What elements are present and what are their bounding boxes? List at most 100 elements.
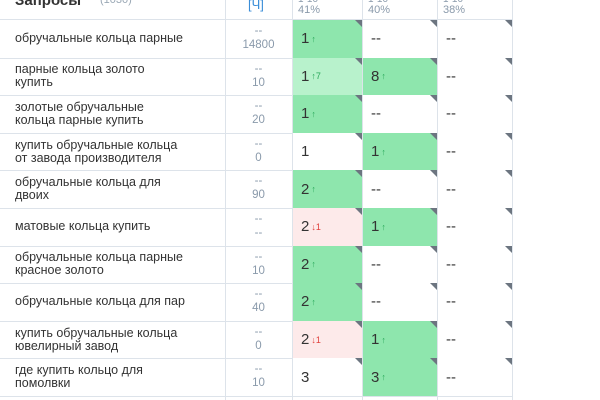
rank: -- — [446, 143, 456, 161]
query-text: парные кольца золото купить — [15, 62, 145, 90]
column-divider — [362, 0, 363, 400]
corner-marker — [355, 20, 362, 27]
query-text: обручальные кольца для двоих — [15, 175, 161, 203]
rank-cell: 1 ↑ — [363, 132, 437, 171]
freq-top: -- — [254, 137, 263, 150]
rank-change: ↑ — [381, 372, 386, 383]
rank: -- — [446, 255, 456, 273]
corner-marker — [355, 95, 362, 103]
rank: -- — [371, 293, 381, 311]
rank: -- — [446, 180, 456, 198]
rank: 1 — [371, 331, 380, 349]
rank-change: ↑ — [381, 221, 386, 232]
rank-cell: 3 ↑ — [363, 358, 437, 396]
header-freq: [Ч] — [248, 0, 264, 12]
freq-top: -- — [254, 62, 263, 75]
rank: -- — [446, 30, 456, 48]
corner-marker — [505, 57, 512, 65]
rank-change: ↑ — [381, 146, 386, 157]
rank: 1 — [371, 218, 380, 236]
corner-marker — [505, 283, 512, 291]
corner-marker — [355, 320, 362, 328]
query-text: где купить кольцо для помолвки — [15, 363, 143, 391]
corner-marker — [430, 170, 437, 178]
rank: 1 — [301, 30, 310, 48]
row-divider — [0, 320, 512, 322]
row-divider — [0, 358, 512, 360]
column-pct: 40% — [368, 4, 391, 16]
row-divider — [0, 19, 512, 20]
row-divider — [0, 132, 512, 134]
rank-cell: -- — [363, 170, 437, 208]
rank-cell: -- — [438, 358, 512, 396]
row-divider — [0, 208, 512, 209]
rank-cell: -- — [438, 132, 512, 171]
freq-value: -- — [254, 227, 263, 239]
rank: 2 — [301, 218, 310, 236]
column-divider — [512, 0, 513, 400]
freq-value: 90 — [252, 189, 265, 202]
freq-value: 10 — [252, 76, 265, 89]
query-text: купить обручальные кольца ювелирный заво… — [15, 325, 178, 353]
freq-value: 10 — [252, 377, 265, 390]
rank-change: ↑ — [311, 33, 316, 44]
corner-marker — [430, 283, 437, 291]
rank: -- — [371, 180, 381, 198]
rank-change: ↑ — [311, 108, 316, 119]
column-divider — [292, 0, 293, 400]
rank-change: ↑7 — [311, 71, 321, 82]
row-divider — [0, 396, 512, 397]
freq-top: -- — [254, 325, 263, 338]
rank-cell: 2 ↓1 — [293, 208, 362, 246]
query-text: матовые кольца купить — [15, 219, 151, 234]
rank-cell: -- — [438, 95, 512, 133]
corner-marker — [505, 245, 512, 253]
rank: 2 — [301, 331, 310, 349]
freq-top: -- — [254, 175, 263, 188]
freq-top: -- — [254, 288, 263, 301]
rank-cell: -- — [438, 170, 512, 208]
corner-marker — [505, 95, 512, 103]
rank: -- — [446, 67, 456, 85]
rank-cell: 1 ↑ — [363, 320, 437, 359]
query-text: купить обручальные кольца от завода прои… — [15, 137, 178, 165]
rank: -- — [446, 105, 456, 123]
header-title: Запросы — [15, 0, 82, 9]
freq-top: -- — [254, 250, 263, 263]
column-range: 1-10 — [368, 0, 388, 5]
rank: -- — [371, 105, 381, 123]
rank-change: ↑ — [381, 71, 386, 82]
column-range: 1-10 — [298, 0, 318, 5]
rank-cell: -- — [363, 95, 437, 133]
corner-marker — [505, 170, 512, 178]
query-text: обручальные кольца парные красное золото — [15, 250, 183, 278]
query-text: обручальные кольца для пар — [15, 294, 185, 309]
rank-cell: 1 ↑ — [293, 95, 362, 133]
column-divider — [437, 0, 438, 400]
rank-cell: 2 ↑ — [293, 170, 362, 208]
row-divider — [0, 245, 512, 247]
rank-cell: 8 ↑ — [363, 57, 437, 96]
rank: -- — [446, 218, 456, 236]
rank-cell: 2 ↓1 — [293, 320, 362, 359]
corner-marker — [505, 320, 512, 328]
rank: -- — [446, 368, 456, 386]
column-pct: 41% — [298, 4, 321, 16]
rank-cell: 3 — [293, 358, 362, 396]
corner-marker — [355, 283, 362, 291]
freq-value: 0 — [255, 339, 262, 352]
rank-change: ↑ — [381, 334, 386, 345]
query-text: золотые обручальные кольца парные купить — [15, 99, 144, 127]
row-divider — [0, 170, 512, 172]
corner-marker — [355, 57, 362, 65]
rank-change: ↑ — [311, 259, 316, 270]
rank-cell: -- — [438, 283, 512, 321]
rank: 3 — [371, 368, 380, 386]
rank-cell: 1 ↑7 — [293, 57, 362, 96]
corner-marker — [355, 208, 362, 215]
rank-cell: -- — [438, 208, 512, 246]
rank: 2 — [301, 180, 310, 198]
column-pct: 38% — [443, 4, 466, 16]
rank: 1 — [301, 105, 310, 123]
